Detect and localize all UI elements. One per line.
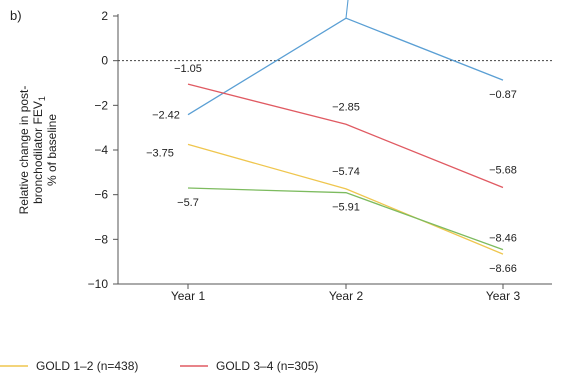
data-label: −5.68 <box>489 165 517 177</box>
x-tick-label: Year 1 <box>171 289 206 303</box>
series-line <box>187 143 504 255</box>
y-tick-label: −4 <box>94 143 108 157</box>
y-axis-title-line-3: % of baseline <box>45 114 59 186</box>
y-axis-title-line-2: bronchodilator FEV1 <box>31 96 47 204</box>
data-label: −2.85 <box>332 101 360 113</box>
data-label: −8.66 <box>489 263 517 275</box>
y-tick-label: −8 <box>94 232 108 246</box>
y-axis-title: Relative change in post- bronchodilator … <box>17 86 59 215</box>
data-label: −3.75 <box>146 147 174 159</box>
axes: 2 0 −2 −4 −6 −8 −10 Year 1 Year 2 Year 3 <box>88 9 552 303</box>
data-label: −5.74 <box>332 166 360 178</box>
series-group <box>187 0 504 255</box>
legend-label: GOLD 1–2 (n=438) <box>36 359 138 373</box>
data-label: −5.91 <box>332 202 360 214</box>
y-tick-label: −10 <box>88 277 109 291</box>
x-tick-label: Year 2 <box>329 289 364 303</box>
legend-label: GOLD 3–4 (n=305) <box>216 359 318 373</box>
panel-label: b) <box>10 8 22 23</box>
legend: GOLD 1–2 (n=438) GOLD 3–4 (n=305) <box>0 359 318 373</box>
series-stub <box>345 0 349 19</box>
y-tick-label: 0 <box>101 54 108 68</box>
series-line <box>187 83 504 189</box>
series-line <box>187 17 504 116</box>
y-tick-label: −2 <box>94 98 108 112</box>
data-label: −2.42 <box>152 110 180 122</box>
y-tick-label: −6 <box>94 188 108 202</box>
x-tick-label: Year 3 <box>486 289 521 303</box>
data-labels: −2.42 −0.87 −1.05 −2.85 −5.68 −3.75 −5.74 −8.66… <box>146 63 517 275</box>
data-label: −0.87 <box>489 89 517 101</box>
series-line <box>187 187 504 251</box>
data-label: −5.7 <box>177 197 199 209</box>
data-label: −1.05 <box>174 63 202 75</box>
y-tick-label: 2 <box>101 9 108 23</box>
y-axis-title-line-1: Relative change in post- <box>17 86 31 215</box>
data-label: −8.46 <box>489 233 517 245</box>
